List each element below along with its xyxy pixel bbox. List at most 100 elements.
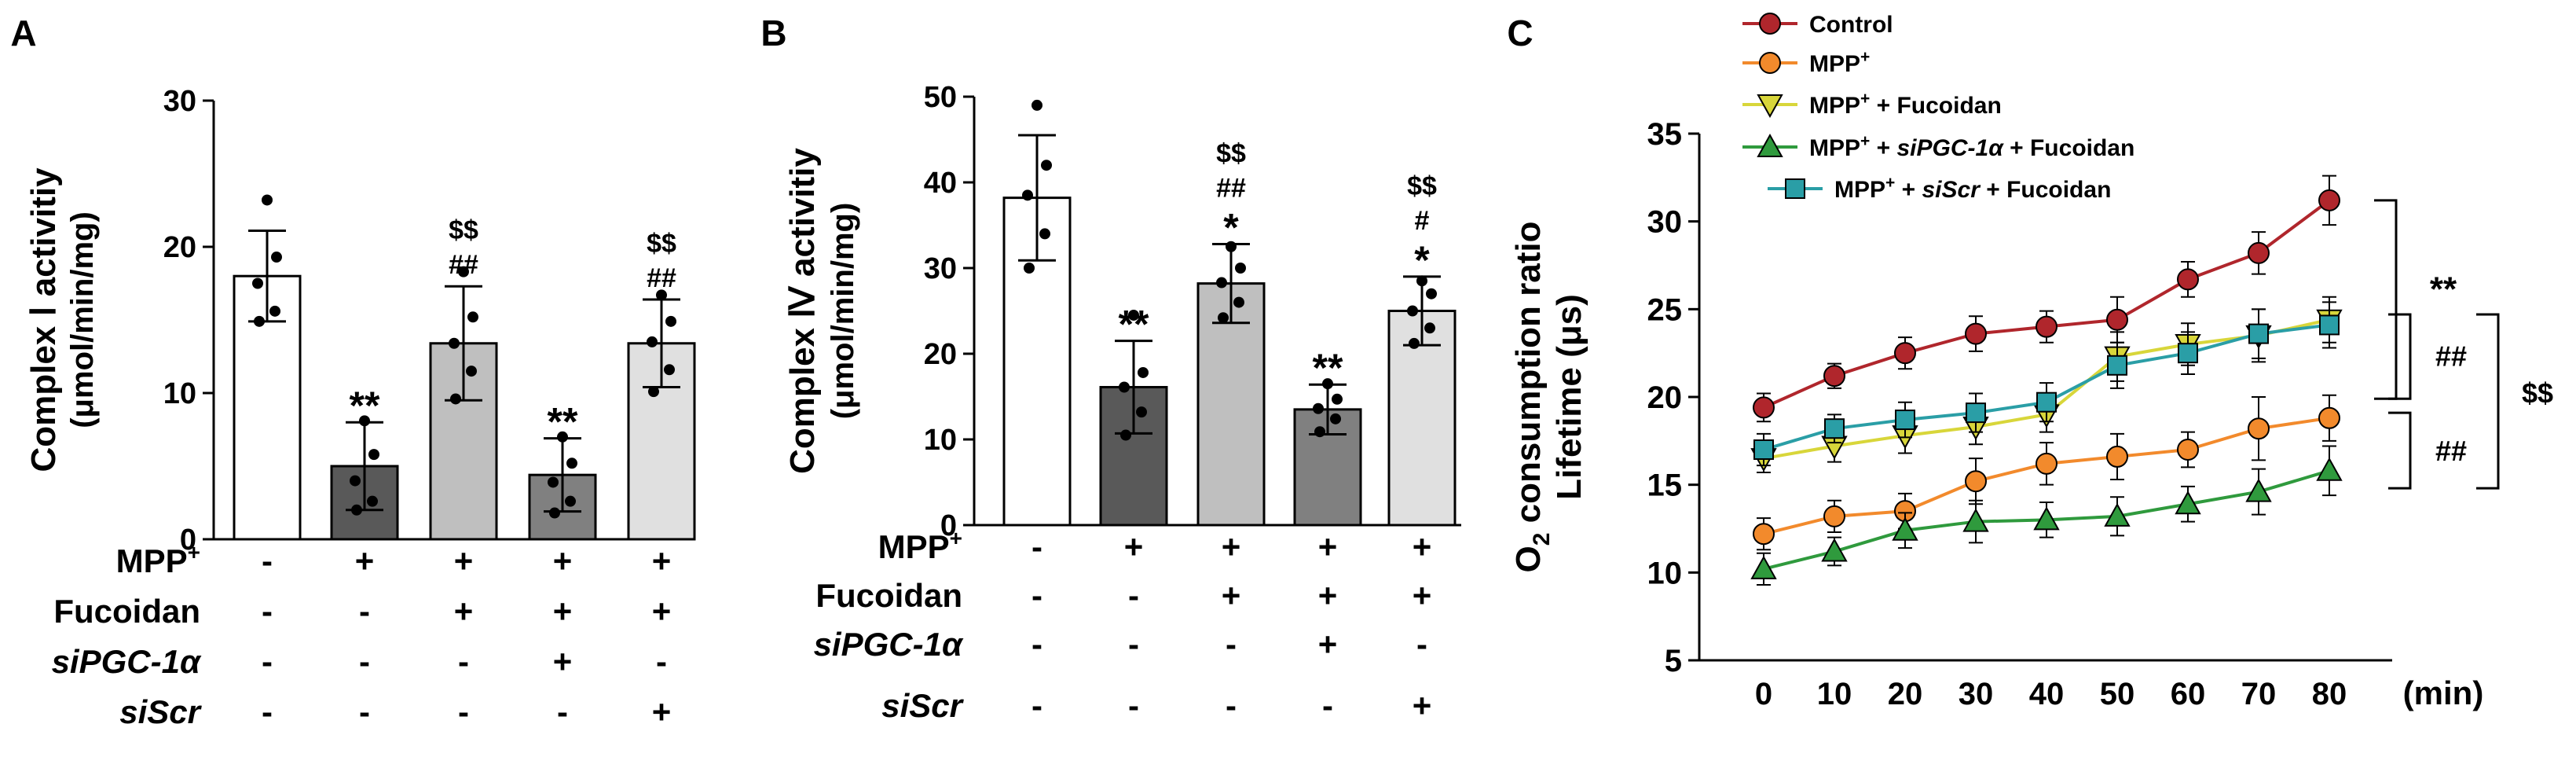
data-point bbox=[566, 458, 577, 469]
data-point bbox=[2245, 478, 2272, 502]
treatment-label: Fucoidan bbox=[53, 593, 200, 630]
y-tick-label: 30 bbox=[924, 252, 957, 285]
treatment-sign: - bbox=[359, 643, 370, 680]
data-point bbox=[1962, 508, 1989, 532]
treatment-sign: + bbox=[1413, 687, 1432, 724]
data-point bbox=[1966, 402, 1986, 424]
data-point bbox=[1821, 538, 1848, 562]
treatment-sign: + bbox=[1222, 528, 1241, 565]
data-point bbox=[1039, 228, 1050, 240]
y-tick-label: 25 bbox=[1647, 292, 1683, 327]
y-tick-label: 10 bbox=[1647, 556, 1683, 590]
significance-mark: ## bbox=[1216, 173, 1246, 203]
panel-B: B 0 10 20 30 40 50 Complex Ⅳ activitiy (μmol/min… bbox=[760, 13, 1461, 724]
data-point bbox=[2177, 268, 2199, 291]
treatment-sign: + bbox=[652, 593, 672, 630]
data-point bbox=[2178, 343, 2198, 364]
data-point bbox=[359, 415, 370, 427]
treatment-sign: - bbox=[656, 643, 667, 680]
bar bbox=[1387, 310, 1457, 527]
data-point bbox=[449, 337, 460, 349]
significance-mark: ** bbox=[1313, 346, 1343, 390]
data-point bbox=[2036, 452, 2058, 475]
significance-mark: $$ bbox=[647, 229, 676, 259]
data-point bbox=[367, 495, 378, 507]
data-point bbox=[1233, 296, 1244, 308]
data-point bbox=[565, 495, 576, 507]
y-tick-label: 20 bbox=[1647, 380, 1683, 415]
data-point bbox=[254, 315, 265, 327]
series-line bbox=[1763, 199, 2331, 410]
x-tick-label: 30 bbox=[1959, 677, 1994, 711]
data-point bbox=[368, 449, 379, 461]
data-point bbox=[458, 266, 469, 277]
treatment-sign: - bbox=[359, 593, 370, 630]
data-point bbox=[1235, 263, 1246, 274]
treatment-sign: - bbox=[359, 693, 370, 730]
data-point bbox=[1120, 429, 1131, 441]
data-point bbox=[1330, 413, 1341, 424]
data-point bbox=[466, 366, 477, 377]
significance-mark: * bbox=[1414, 238, 1430, 282]
data-point bbox=[2319, 314, 2340, 336]
legend-label: MPP+ + siPGC-1α + Fucoidan bbox=[1809, 132, 2134, 161]
treatment-sign: + bbox=[454, 593, 474, 630]
data-point bbox=[2175, 491, 2201, 515]
y-axis-unit: (μmol/min/mg) bbox=[65, 211, 100, 428]
data-point bbox=[1226, 241, 1237, 252]
data-point bbox=[548, 476, 559, 488]
bracket bbox=[2388, 313, 2412, 400]
data-point bbox=[656, 289, 667, 301]
panel-A: A 0 10 20 30 Complex Ⅰ activitiy (μmol/min/mg)… bbox=[10, 13, 696, 730]
significance-mark: ** bbox=[548, 400, 578, 444]
treatment-label: siPGC-1α bbox=[52, 643, 202, 680]
x-tick-label: 0 bbox=[1755, 677, 1772, 711]
bracket bbox=[2476, 313, 2500, 490]
data-point bbox=[1753, 396, 1775, 419]
legend: Control MPP+ MPP+ + Fucoidan MPP+ + siPGC-1… bbox=[1742, 12, 2134, 203]
data-point bbox=[2248, 241, 2270, 264]
data-point bbox=[2106, 308, 2128, 331]
treatment-label: Fucoidan bbox=[815, 577, 962, 614]
data-point bbox=[1424, 322, 1435, 334]
data-point bbox=[1022, 189, 1033, 201]
data-point bbox=[664, 364, 675, 376]
treatment-sign: + bbox=[1318, 528, 1338, 565]
treatment-sign: - bbox=[1226, 626, 1237, 663]
legend-label: MPP+ + Fucoidan bbox=[1809, 90, 2002, 119]
data-point bbox=[2036, 391, 2057, 413]
data-point bbox=[450, 393, 461, 405]
data-point bbox=[252, 277, 263, 289]
treatment-sign: + bbox=[553, 643, 573, 680]
treatment-sign: - bbox=[458, 643, 469, 680]
x-tick-label: 40 bbox=[2029, 677, 2065, 711]
y-tick-label: 35 bbox=[1647, 117, 1683, 152]
y-axis-unit: (μmol/min/mg) bbox=[826, 203, 860, 420]
treatment-sign: + bbox=[1222, 577, 1241, 614]
treatment-sign: + bbox=[1318, 577, 1338, 614]
x-tick-label: 80 bbox=[2312, 677, 2347, 711]
y-tick-label: 50 bbox=[924, 81, 957, 114]
data-point bbox=[2033, 506, 2060, 531]
treatment-sign: - bbox=[1416, 626, 1427, 663]
y-tick-label: 20 bbox=[163, 231, 196, 264]
panel-letter: C bbox=[1507, 13, 1533, 53]
data-point bbox=[1750, 555, 1777, 579]
treatment-sign: + bbox=[1124, 528, 1144, 565]
data-point bbox=[1322, 378, 1333, 390]
x-tick-label: 60 bbox=[2171, 677, 2206, 711]
data-point bbox=[2316, 457, 2343, 481]
treatment-sign: - bbox=[1031, 687, 1042, 724]
data-point bbox=[1823, 505, 1845, 527]
data-point bbox=[1753, 523, 1775, 546]
treatment-sign: - bbox=[1128, 626, 1139, 663]
panel-letter: B bbox=[760, 13, 786, 53]
y-tick-label: 0 bbox=[940, 509, 957, 542]
data-point bbox=[269, 305, 280, 317]
data-point bbox=[1753, 439, 1774, 460]
legend-marker bbox=[1757, 133, 1783, 157]
treatment-label: MPP+ bbox=[878, 526, 962, 565]
y-tick-label: 40 bbox=[924, 167, 957, 200]
treatment-sign: - bbox=[262, 593, 273, 630]
data-point bbox=[1409, 337, 1420, 349]
